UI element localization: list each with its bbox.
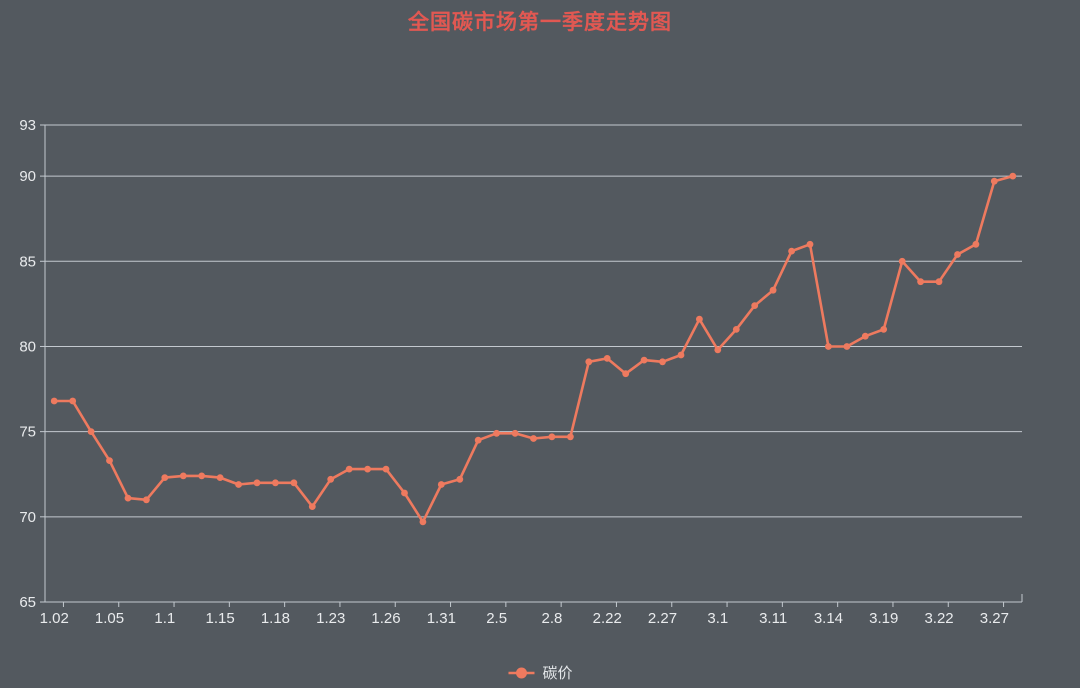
- svg-text:85: 85: [19, 253, 36, 270]
- chart-legend: 碳价: [507, 662, 573, 683]
- svg-text:93: 93: [19, 117, 36, 134]
- svg-text:3.14: 3.14: [814, 610, 843, 627]
- svg-text:1.02: 1.02: [40, 610, 69, 627]
- svg-text:80: 80: [19, 338, 36, 355]
- svg-text:75: 75: [19, 424, 36, 441]
- svg-text:2.8: 2.8: [542, 610, 563, 627]
- svg-text:2.5: 2.5: [486, 610, 507, 627]
- svg-text:1.23: 1.23: [316, 610, 345, 627]
- svg-text:3.1: 3.1: [707, 610, 728, 627]
- svg-text:65: 65: [19, 594, 36, 611]
- chart-title: 全国碳市场第一季度走势图: [408, 11, 672, 34]
- svg-text:1.15: 1.15: [206, 610, 235, 627]
- svg-text:1.31: 1.31: [427, 610, 456, 627]
- svg-text:3.27: 3.27: [980, 610, 1009, 627]
- svg-text:1.18: 1.18: [261, 610, 290, 627]
- svg-text:3.11: 3.11: [759, 610, 787, 627]
- svg-text:1.26: 1.26: [371, 610, 400, 627]
- svg-text:2.27: 2.27: [648, 610, 677, 627]
- svg-text:1.1: 1.1: [154, 610, 175, 627]
- legend-item-carbon-price[interactable]: 碳价: [507, 662, 573, 683]
- svg-text:90: 90: [19, 168, 36, 185]
- svg-text:3.22: 3.22: [924, 610, 953, 627]
- legend-line-dot-icon: [508, 667, 535, 678]
- svg-text:1.05: 1.05: [95, 610, 124, 627]
- svg-text:70: 70: [19, 509, 36, 526]
- svg-text:3.19: 3.19: [869, 610, 898, 627]
- legend-label: 碳价: [542, 665, 573, 682]
- svg-text:2.22: 2.22: [593, 610, 622, 627]
